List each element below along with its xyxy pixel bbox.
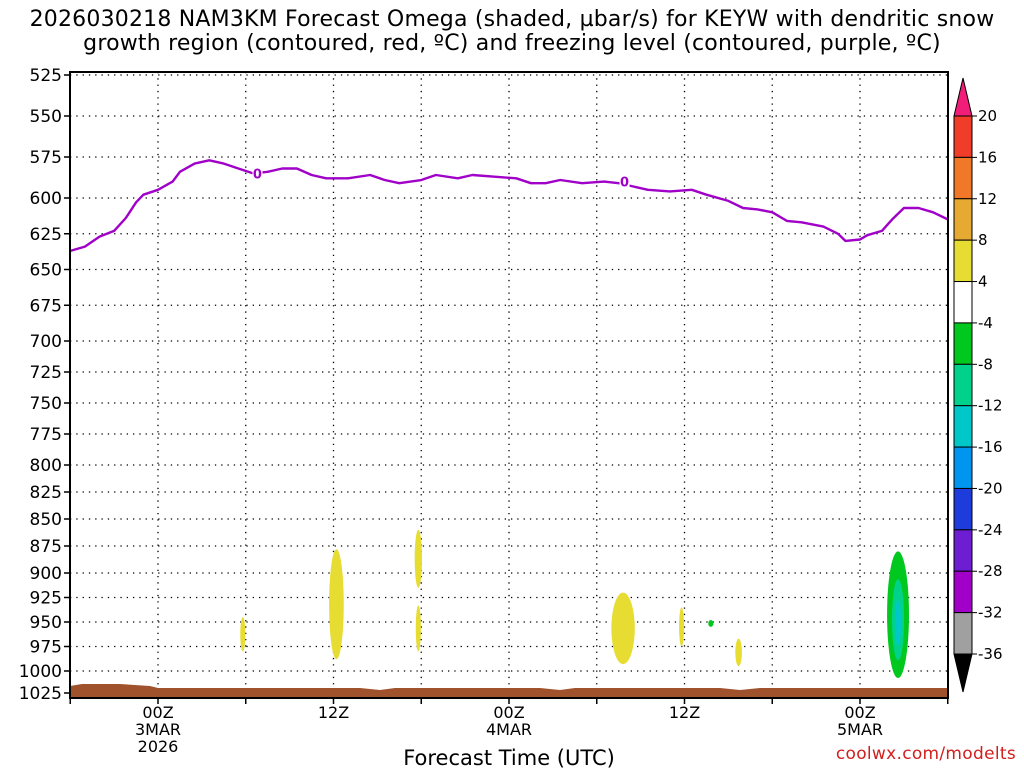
y-tick-label: 575: [30, 148, 62, 168]
omega-region: [414, 529, 422, 588]
colorbar-segment: [953, 156, 973, 200]
colorbar-segment: [953, 405, 973, 448]
y-tick-label: 525: [30, 66, 62, 86]
colorbar-segment: [953, 487, 973, 531]
omega-region: [611, 592, 635, 665]
colorbar: 20 16 12 8 4 -4 -8 -12 -16 -20 -24 -28 -32 -36: [953, 77, 1003, 693]
colorbar-label: 4: [978, 273, 988, 291]
contour-label-bg: [619, 173, 630, 189]
omega-region-core: [894, 599, 902, 646]
y-tick-label: 625: [30, 225, 62, 245]
omega-region: [735, 638, 742, 667]
colorbar-top-arrow: [953, 77, 973, 117]
colorbar-label: 16: [978, 148, 997, 166]
colorbar-label: -24: [978, 521, 1003, 539]
y-tick-label: 775: [30, 425, 62, 445]
x-tick-label: 4MAR: [486, 720, 532, 739]
contour-label: 0: [620, 176, 629, 191]
colorbar-segment: [953, 198, 973, 241]
y-tick-label: 650: [30, 261, 62, 281]
omega-shading: [240, 529, 909, 679]
colorbar-bottom-arrow: [953, 653, 973, 693]
chart-title-line2: growth region (contoured, red, ºC) and f…: [83, 31, 941, 56]
y-tick-label: 550: [30, 107, 62, 127]
contour-label: 0: [253, 167, 262, 182]
x-tick-label: 00Z: [493, 703, 524, 722]
y-tick-label: 600: [30, 189, 62, 209]
y-axis: 525 550 575 600 625 650 675 700 725 750 775 800 825 8…: [19, 66, 70, 704]
omega-region: [415, 605, 421, 652]
colorbar-label: -32: [978, 604, 1003, 622]
y-tick-label: 1025: [19, 684, 62, 704]
y-tick-label: 700: [30, 332, 62, 352]
colorbar-segment: [953, 570, 973, 614]
colorbar-segment: [953, 281, 973, 324]
colorbar-segment: [953, 612, 973, 655]
y-tick-label: 750: [30, 394, 62, 414]
terrain: [70, 684, 948, 698]
colorbar-label: -8: [978, 355, 993, 373]
terrain-fill: [70, 684, 948, 698]
colorbar-label: 8: [978, 231, 988, 249]
colorbar-label: 20: [978, 107, 997, 125]
chart-title-line1: 2026030218 NAM3KM Forecast Omega (shaded…: [29, 7, 995, 32]
y-tick-label: 875: [30, 537, 62, 557]
colorbar-segment: [953, 446, 973, 489]
colorbar-segment: [953, 239, 973, 283]
colorbar-label: -4: [978, 314, 993, 332]
x-tick-label: 12Z: [318, 703, 349, 722]
colorbar-label: -12: [978, 397, 1003, 415]
omega-region: [679, 607, 685, 647]
omega-region: [240, 617, 246, 652]
y-tick-label: 725: [30, 363, 62, 383]
colorbar-label: 12: [978, 190, 997, 208]
colorbar-label: -28: [978, 562, 1003, 580]
y-tick-label: 975: [30, 638, 62, 658]
x-tick-label: 00Z: [844, 703, 875, 722]
y-tick-label: 925: [30, 589, 62, 609]
freezing-level: 00: [70, 159, 948, 253]
omega-region: [708, 620, 714, 627]
x-tick-label: 5MAR: [837, 720, 883, 739]
y-tick-label: 950: [30, 613, 62, 633]
x-tick-label: 00Z: [142, 703, 173, 722]
y-tick-label: 825: [30, 483, 62, 503]
plot-frame: [69, 71, 949, 699]
x-axis-label: Forecast Time (UTC): [403, 746, 615, 768]
colorbar-segment: [953, 322, 973, 365]
colorbar-label: -20: [978, 479, 1003, 497]
grid: [70, 72, 948, 698]
colorbar-segment: [953, 529, 973, 572]
contour-label-bg: [252, 165, 263, 181]
y-tick-label: 800: [30, 456, 62, 476]
freezing-level-line: [70, 159, 948, 253]
credit-text: coolwx.com/modelts: [835, 744, 1016, 764]
y-tick-label: 1000: [19, 662, 62, 682]
x-tick-label: 2026: [138, 737, 179, 756]
colorbar-segment: [953, 363, 973, 407]
colorbar-segment: [953, 115, 973, 158]
y-tick-label: 900: [30, 564, 62, 584]
y-tick-label: 850: [30, 510, 62, 530]
y-tick-label: 675: [30, 296, 62, 316]
x-tick-label: 3MAR: [135, 720, 181, 739]
colorbar-label: -16: [978, 438, 1003, 456]
x-tick-label: 12Z: [669, 703, 700, 722]
omega-region: [329, 549, 344, 660]
colorbar-label: -36: [978, 645, 1003, 663]
